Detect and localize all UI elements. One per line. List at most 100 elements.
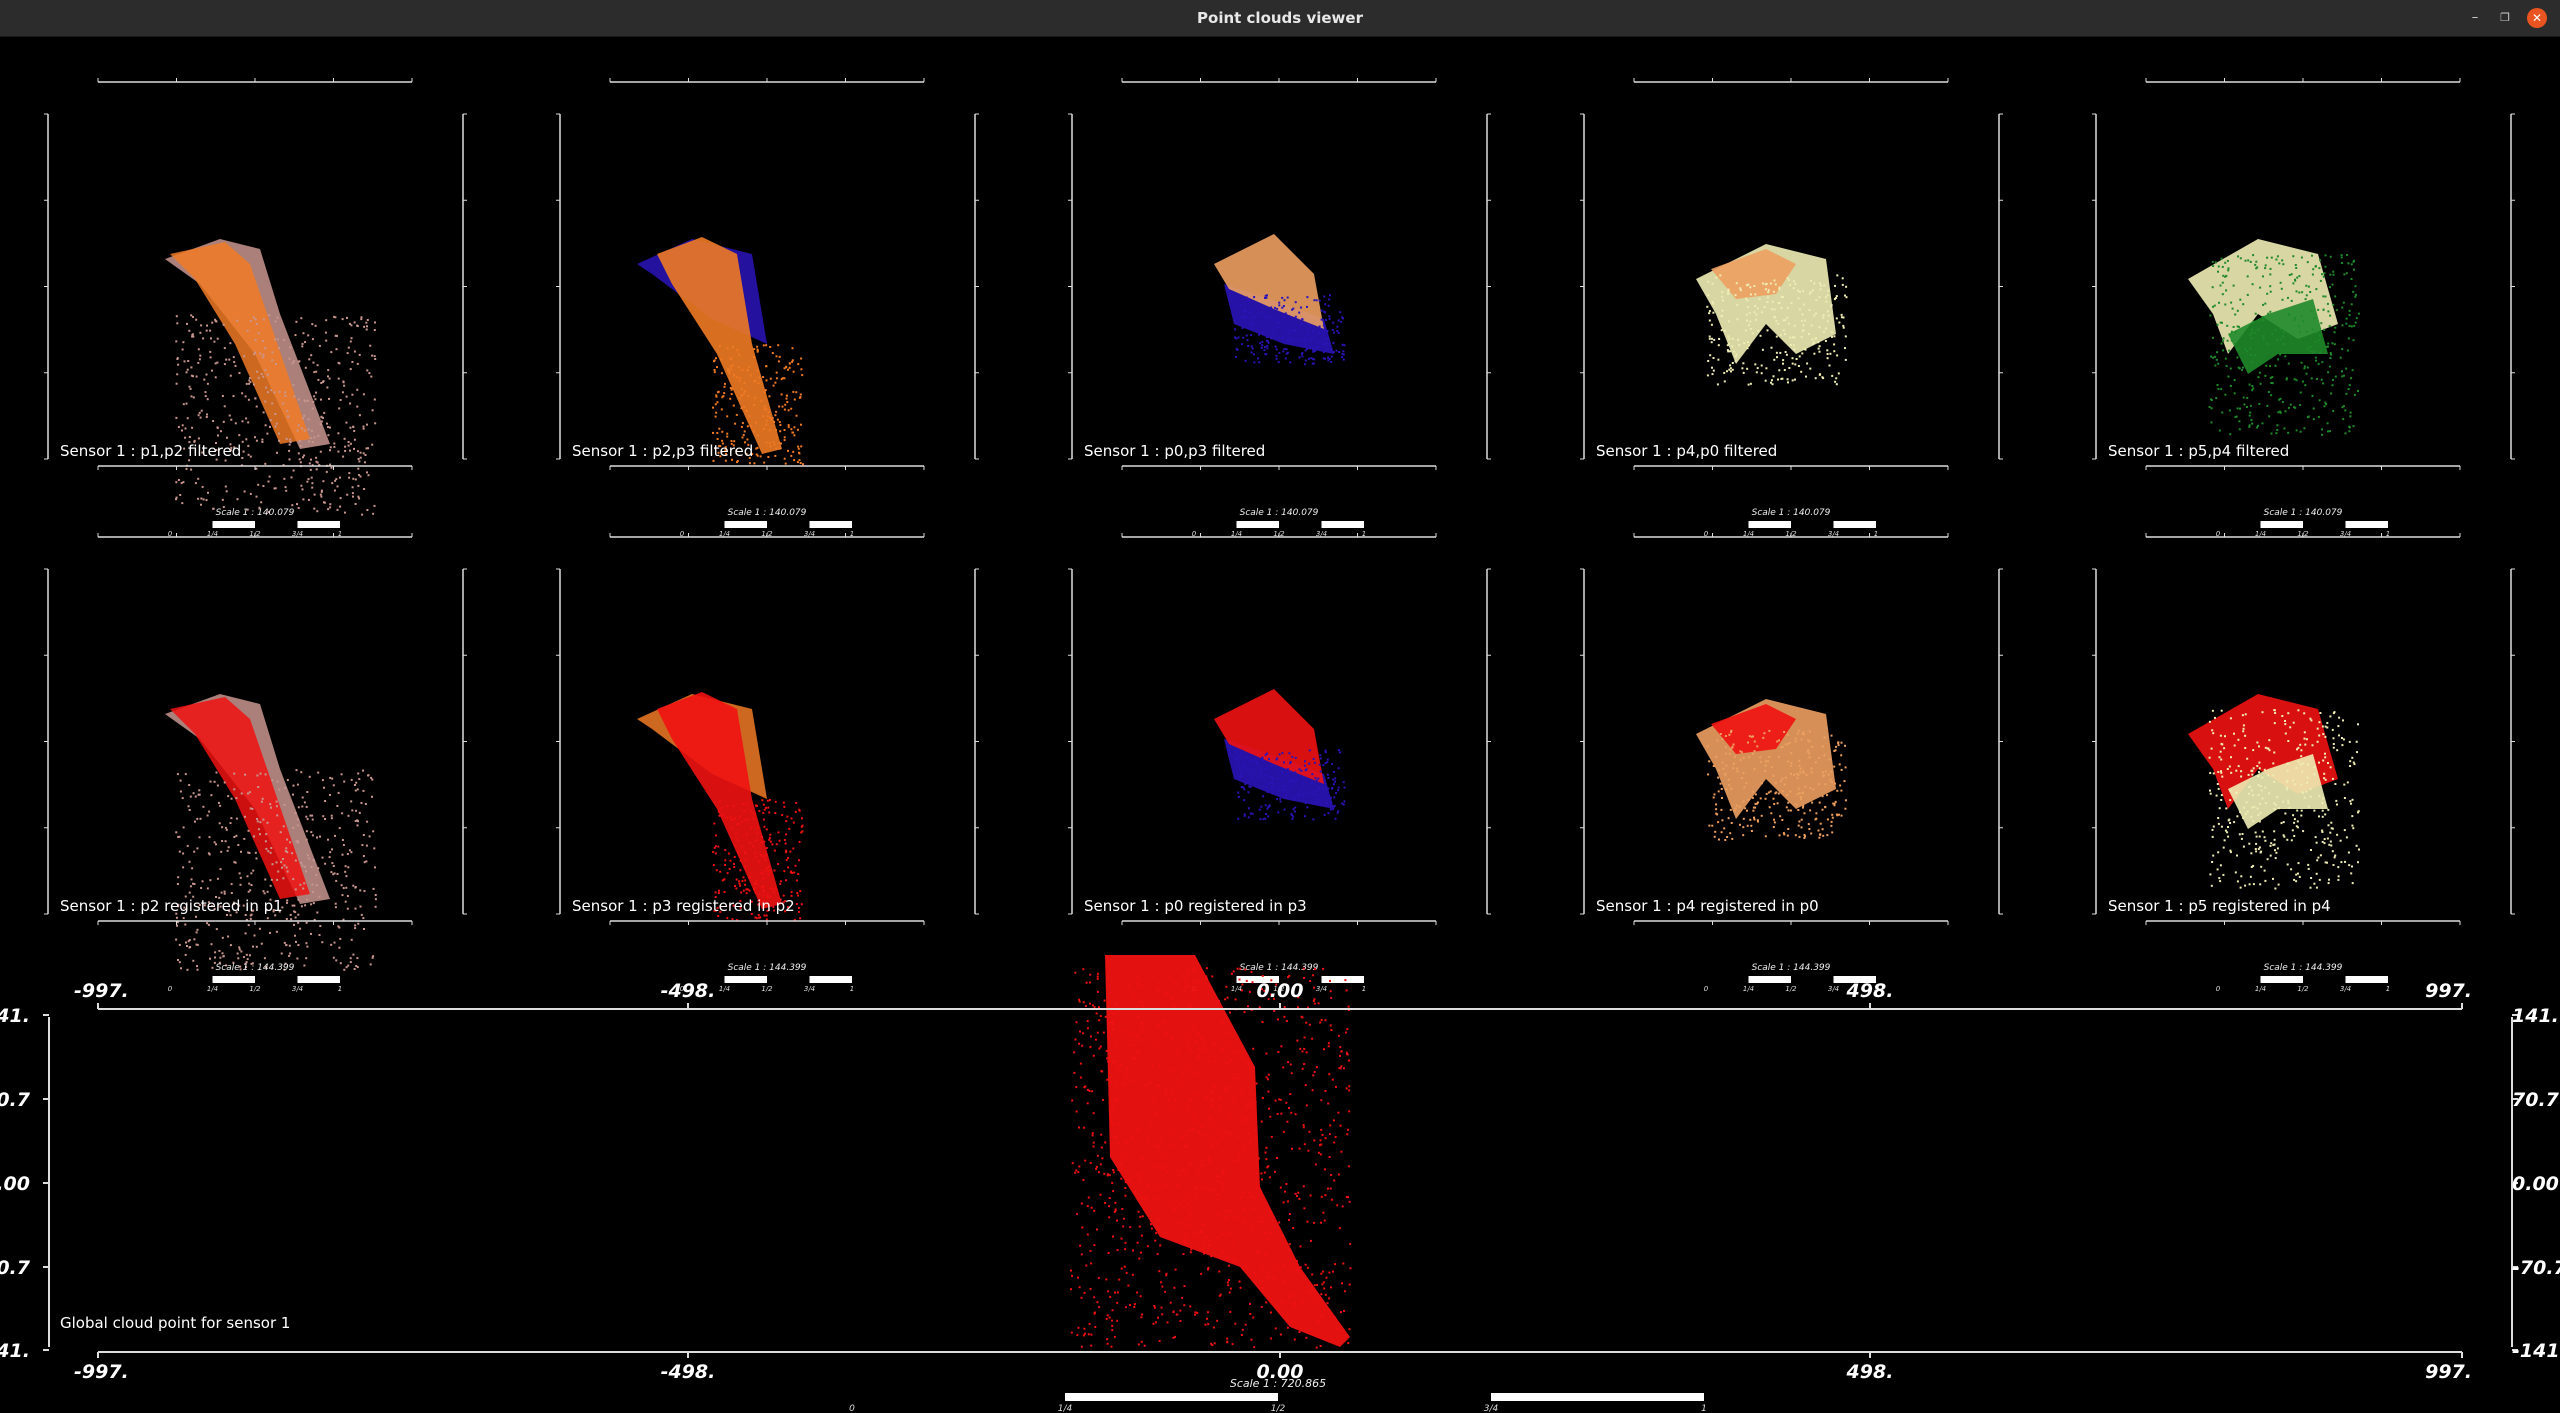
scalebar-segment <box>1748 976 1791 983</box>
scalebar-tick: 1 <box>2386 985 2390 993</box>
scalebar-tick: 1/2 <box>2297 985 2309 993</box>
view-4[interactable]: Sensor 1 : p4,p0 filtered Scale 1 : 140.0… <box>1580 78 2003 538</box>
scalebar-tick: 1 <box>338 530 342 538</box>
view-label: Sensor 1 : p2,p3 filtered <box>572 442 753 460</box>
scalebar-tick: 3/4 <box>1828 985 1839 993</box>
x-tick-top: 997. <box>2425 980 2472 1002</box>
x-tick-bottom: 0.00 <box>1257 1361 1304 1383</box>
scalebar-segment <box>2345 521 2388 528</box>
scalebar-tick: 1 <box>1362 985 1366 993</box>
y-tick-left: -141. <box>0 1340 30 1362</box>
scalebar-tick: 1/2 <box>761 985 773 993</box>
global-view[interactable]: -997. -997. -498. -498. 0.00 0.00 498. 498. 997.… <box>0 955 2560 1413</box>
scalebar-tick: 3/4 <box>804 530 815 538</box>
scale-label: Scale 1 : 140.079 <box>728 508 807 518</box>
global-view-label: Global cloud point for sensor 1 <box>60 1314 290 1332</box>
scalebar-tick: 0 <box>168 530 173 538</box>
view-9[interactable]: Sensor 1 : p4 registered in p0 Scale 1 : … <box>1580 533 2003 993</box>
view-6[interactable]: Sensor 1 : p2 registered in p1 Scale 1 : … <box>44 533 467 993</box>
global-cloud <box>1105 955 1350 1347</box>
scalebar-segment <box>297 521 340 528</box>
cloud-a <box>1224 284 1334 354</box>
scalebar-tick: 3/4 <box>804 985 815 993</box>
cloud-a <box>2228 299 2328 374</box>
cloud-a <box>1224 739 1334 809</box>
point-cloud-viewer[interactable]: Sensor 1 : p1,p2 filtered Scale 1 : 140.0… <box>0 37 2560 1413</box>
y-tick-right: -70.7 <box>2512 1257 2560 1279</box>
scalebar-tick: 3/4 <box>2340 530 2351 538</box>
scale-label: Scale 1 : 140.079 <box>216 508 295 518</box>
view-2[interactable]: Sensor 1 : p2,p3 filtered Scale 1 : 140.0… <box>556 78 979 538</box>
scalebar-segment <box>2260 976 2303 983</box>
scalebar-tick: 1/4 <box>719 530 730 538</box>
scalebar-tick: 1/2 <box>249 985 261 993</box>
cloud-b <box>1214 689 1324 784</box>
scalebar-segment <box>1491 1393 1704 1401</box>
scalebar-tick: 0 <box>2216 985 2221 993</box>
y-tick-left: 70.7 <box>0 1089 31 1111</box>
scalebar-segment <box>2345 976 2388 983</box>
scale-label: Scale 1 : 144.399 <box>728 963 807 973</box>
y-tick-left: 0.00 <box>0 1173 30 1195</box>
x-tick-bottom: 498. <box>1846 1361 1894 1383</box>
close-button[interactable]: ✕ <box>2527 8 2547 28</box>
scalebar-segment <box>1236 521 1279 528</box>
scalebar-tick: 3/4 <box>1828 530 1839 538</box>
scalebar-tick: 3/4 <box>292 530 303 538</box>
scalebar-tick: 1/4 <box>207 985 218 993</box>
cloud-b <box>170 242 310 444</box>
scalebar-tick: 3/4 <box>292 985 303 993</box>
scalebar-segment <box>1833 976 1876 983</box>
scalebar-tick: 3/4 <box>1484 1404 1499 1413</box>
view-label: Sensor 1 : p1,p2 filtered <box>60 442 241 460</box>
view-label: Sensor 1 : p0 registered in p3 <box>1084 897 1307 915</box>
view-label: Sensor 1 : p3 registered in p2 <box>572 897 795 915</box>
scalebar-segment <box>297 976 340 983</box>
y-tick-right: 0.00 <box>2512 1173 2559 1195</box>
scalebar-segment <box>1833 521 1876 528</box>
scalebar-tick: 1 <box>1874 985 1878 993</box>
scale-label: Scale 1 : 720.865 <box>1230 1377 1326 1390</box>
scalebar-segment <box>724 521 767 528</box>
scale-label: Scale 1 : 144.399 <box>1240 963 1319 973</box>
x-tick-top: -997. <box>74 980 129 1002</box>
y-tick-left: 141. <box>0 1005 30 1027</box>
x-tick-bottom: 997. <box>2425 1361 2472 1383</box>
title-bar: Point clouds viewer – ❐ ✕ <box>0 0 2560 37</box>
maximize-button[interactable]: ❐ <box>2500 11 2510 24</box>
x-tick-bottom: -498. <box>661 1361 716 1383</box>
cloud-b <box>1214 234 1324 329</box>
view-10[interactable]: Sensor 1 : p5 registered in p4 Scale 1 : … <box>2092 533 2515 993</box>
y-tick-right: -141. <box>2512 1340 2560 1362</box>
cloud-b <box>1711 249 1796 299</box>
scalebar-tick: 1 <box>2386 530 2390 538</box>
scalebar-tick: 1/4 <box>207 530 218 538</box>
y-tick-right: 70.7 <box>2512 1089 2560 1111</box>
scalebar-segment <box>1065 1393 1278 1401</box>
scale-label: Scale 1 : 144.399 <box>216 963 295 973</box>
scalebar-tick: 1/4 <box>719 985 730 993</box>
scale-label: Scale 1 : 140.079 <box>2264 508 2343 518</box>
view-label: Sensor 1 : p5 registered in p4 <box>2108 897 2331 915</box>
scalebar-tick: 1 <box>1362 530 1366 538</box>
minimize-button[interactable]: – <box>2471 10 2479 25</box>
view-1[interactable]: Sensor 1 : p1,p2 filtered Scale 1 : 140.0… <box>44 78 467 538</box>
view-8[interactable]: Sensor 1 : p0 registered in p3 Scale 1 : … <box>1068 533 1491 993</box>
scalebar-segment <box>724 976 767 983</box>
cloud-b <box>1711 704 1796 754</box>
view-7[interactable]: Sensor 1 : p3 registered in p2 Scale 1 : … <box>556 533 979 993</box>
scalebar-tick: 0 <box>849 1404 855 1413</box>
scalebar-tick: 1/4 <box>1231 530 1242 538</box>
view-5[interactable]: Sensor 1 : p5,p4 filtered Scale 1 : 140.0… <box>2092 78 2515 538</box>
scalebar-tick: 1/2 <box>1785 985 1797 993</box>
view-3[interactable]: Sensor 1 : p0,p3 filtered Scale 1 : 140.0… <box>1068 78 1491 538</box>
scalebar-tick: 0 <box>1704 985 1709 993</box>
scalebar-tick: 1/2 <box>1273 985 1285 993</box>
scale-label: Scale 1 : 140.079 <box>1752 508 1831 518</box>
scalebar-tick: 0 <box>168 985 173 993</box>
scalebar-tick: 1 <box>338 985 342 993</box>
scalebar-segment <box>1321 521 1364 528</box>
scalebar-segment <box>1748 521 1791 528</box>
scalebar-segment <box>2260 521 2303 528</box>
scale-label: Scale 1 : 144.399 <box>2264 963 2343 973</box>
